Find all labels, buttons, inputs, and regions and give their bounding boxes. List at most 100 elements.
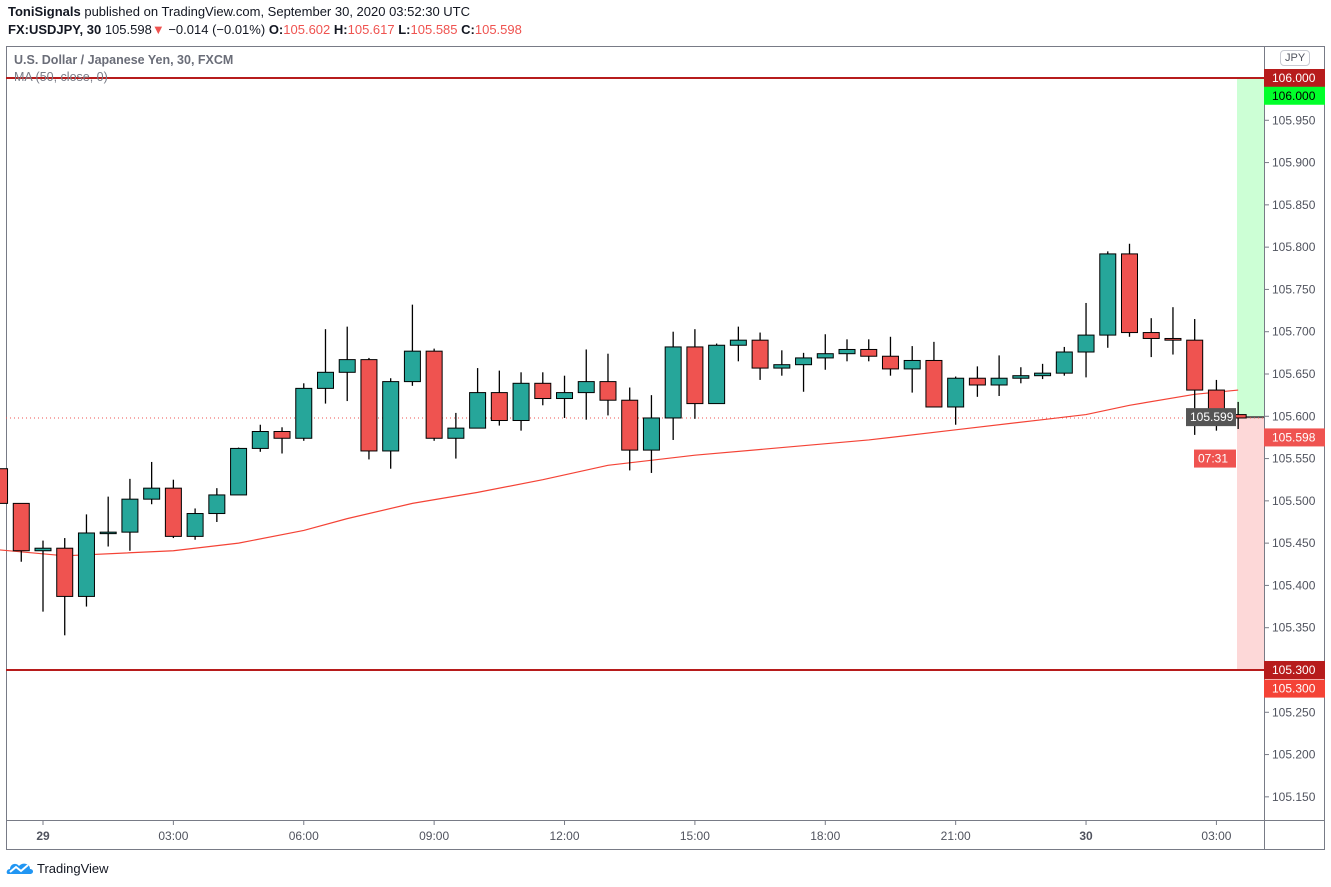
long-position-tool[interactable]	[1237, 78, 1264, 670]
candle-body-down	[599, 381, 617, 401]
candle	[795, 352, 813, 392]
badge-entry: 105.599	[1186, 408, 1236, 427]
badge-label: 106.000	[1272, 71, 1316, 85]
time-tick-label: 18:00	[810, 829, 840, 843]
candle	[425, 348, 443, 441]
candle	[490, 370, 508, 426]
candle	[99, 496, 117, 547]
candle	[208, 488, 226, 522]
badge-bottom_line: 105.300	[1264, 660, 1325, 679]
tradingview-logo[interactable]: TradingView	[6, 860, 109, 876]
candle	[143, 461, 161, 505]
candle-body-up	[990, 377, 1008, 386]
candle	[360, 357, 378, 460]
badge-bg	[1194, 449, 1236, 468]
candle	[1142, 318, 1160, 358]
author[interactable]: ToniSignals	[8, 4, 81, 19]
candle	[816, 334, 834, 370]
price-tick-label: 105.350	[1272, 621, 1316, 635]
candle	[56, 538, 74, 636]
badge-stop: 105.300	[1264, 679, 1325, 698]
time-axis[interactable]: 29 03:00 06:00 09:00 12:00 15:00 18:00 21:00 30 0…	[36, 820, 1232, 843]
badge-top_line: 106.000	[1264, 69, 1325, 87]
candle-body-down	[860, 348, 878, 357]
candle-body-down	[534, 382, 552, 400]
stop-zone[interactable]	[1237, 417, 1264, 670]
price-axis[interactable]: 105.150 105.200 105.250 105.350 105.400 105.4…	[1264, 113, 1316, 804]
candle	[947, 376, 965, 425]
candle-body-up	[99, 531, 117, 535]
candle-body-down	[621, 399, 639, 451]
candle-body-up	[316, 371, 334, 389]
candle-body-up	[664, 346, 682, 419]
price-tick-label: 105.600	[1272, 409, 1316, 423]
price-tick-label: 105.400	[1272, 578, 1316, 592]
price-tick-label: 105.200	[1272, 748, 1316, 762]
candle-body-down	[968, 377, 986, 386]
candle-body-down	[1164, 337, 1182, 341]
candle	[881, 336, 899, 376]
candle-body-up	[77, 532, 95, 597]
brand-name: TradingView	[37, 860, 109, 876]
candle	[251, 424, 269, 452]
candle-body-up	[1012, 375, 1030, 379]
candle-body-up	[230, 447, 248, 496]
candle	[316, 329, 334, 404]
target-zone[interactable]	[1237, 78, 1264, 418]
open-value: 105.602	[283, 22, 331, 37]
ma-legend[interactable]: MA (50, close, 0)	[14, 70, 108, 84]
candle-body-up	[251, 431, 269, 449]
candle	[968, 366, 986, 397]
candle-body-up	[208, 494, 226, 515]
price-tick-label: 105.850	[1272, 198, 1316, 212]
badge-bg	[1264, 660, 1325, 679]
candle	[295, 383, 313, 441]
candle-body-down	[1121, 253, 1138, 334]
candle-body-up	[642, 417, 660, 451]
candle	[0, 468, 9, 504]
price-tick-label: 105.650	[1272, 367, 1316, 381]
change: −0.014 (−0.01%)	[168, 22, 266, 37]
candle	[1077, 302, 1095, 378]
candle	[751, 332, 769, 380]
time-tick-label: 21:00	[941, 829, 971, 843]
candle	[469, 368, 487, 429]
chart-frame	[6, 46, 1325, 850]
triangle-down-icon: ▼	[151, 22, 165, 37]
candle-body-up	[338, 359, 356, 373]
candle-body-up	[512, 382, 530, 422]
candle-body-down	[751, 339, 769, 369]
badge-last: 105.598	[1264, 428, 1325, 447]
candle-body-up	[34, 547, 52, 552]
candle-body-up	[903, 359, 921, 370]
candle	[447, 412, 465, 459]
symbol-info: FX:USDJPY, 30 105.598▼ −0.014 (−0.01%) O…	[8, 22, 522, 37]
candle	[1099, 251, 1117, 348]
candle-body-down	[56, 547, 74, 597]
currency-button[interactable]: JPY	[1280, 50, 1311, 66]
candle-body-up	[295, 387, 313, 439]
candle	[577, 349, 595, 420]
candle	[925, 341, 943, 408]
candle-body-up	[447, 427, 465, 439]
candle-body-up	[1099, 253, 1117, 336]
candle	[534, 372, 552, 406]
tradingview-logo-icon	[6, 863, 34, 874]
candle-body-up	[143, 487, 161, 500]
candle	[556, 375, 574, 418]
ma-line	[0, 389, 1239, 557]
candle-body-down	[360, 359, 378, 452]
time-tick-label: 29	[36, 829, 50, 843]
candle	[773, 350, 791, 376]
price-tick-label: 105.900	[1272, 156, 1316, 170]
price-tick-label: 105.550	[1272, 452, 1316, 466]
series-legend[interactable]: U.S. Dollar / Japanese Yen, 30, FXCM	[14, 53, 234, 67]
candle	[599, 353, 617, 416]
price-badges: 106.000 106.000 105.599 105.598 07:31 105.300…	[1186, 69, 1325, 698]
candle	[729, 326, 747, 362]
candle-body-down	[881, 355, 899, 370]
moving-average	[0, 389, 1239, 557]
candle-body-down	[425, 350, 443, 439]
candle-body-down	[273, 431, 291, 439]
